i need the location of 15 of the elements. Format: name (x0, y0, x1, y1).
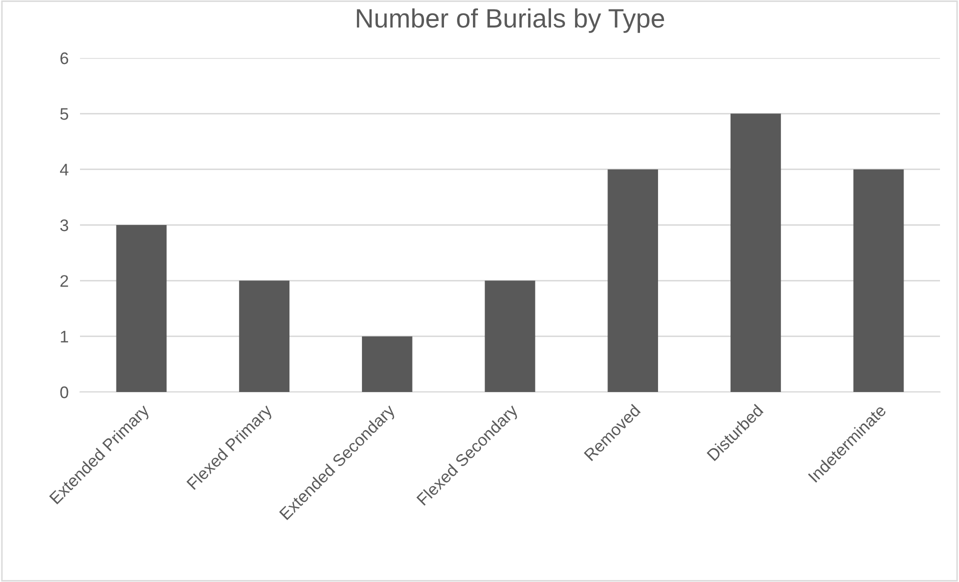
y-tick-label: 0 (60, 386, 68, 398)
y-tick-label: 6 (60, 52, 68, 64)
y-tick-label: 5 (60, 108, 68, 120)
bar (608, 169, 658, 392)
y-tick-label: 4 (60, 164, 68, 176)
bar (239, 280, 290, 392)
chart-title: Number of Burials by Type (356, 8, 664, 33)
y-tick-label: 1 (60, 330, 68, 342)
bar (362, 336, 412, 392)
y-tick-label: 2 (60, 275, 68, 287)
bar (730, 114, 781, 392)
bar (116, 225, 167, 392)
bar (853, 169, 904, 392)
bar (484, 280, 536, 392)
y-tick-label: 3 (60, 219, 68, 232)
